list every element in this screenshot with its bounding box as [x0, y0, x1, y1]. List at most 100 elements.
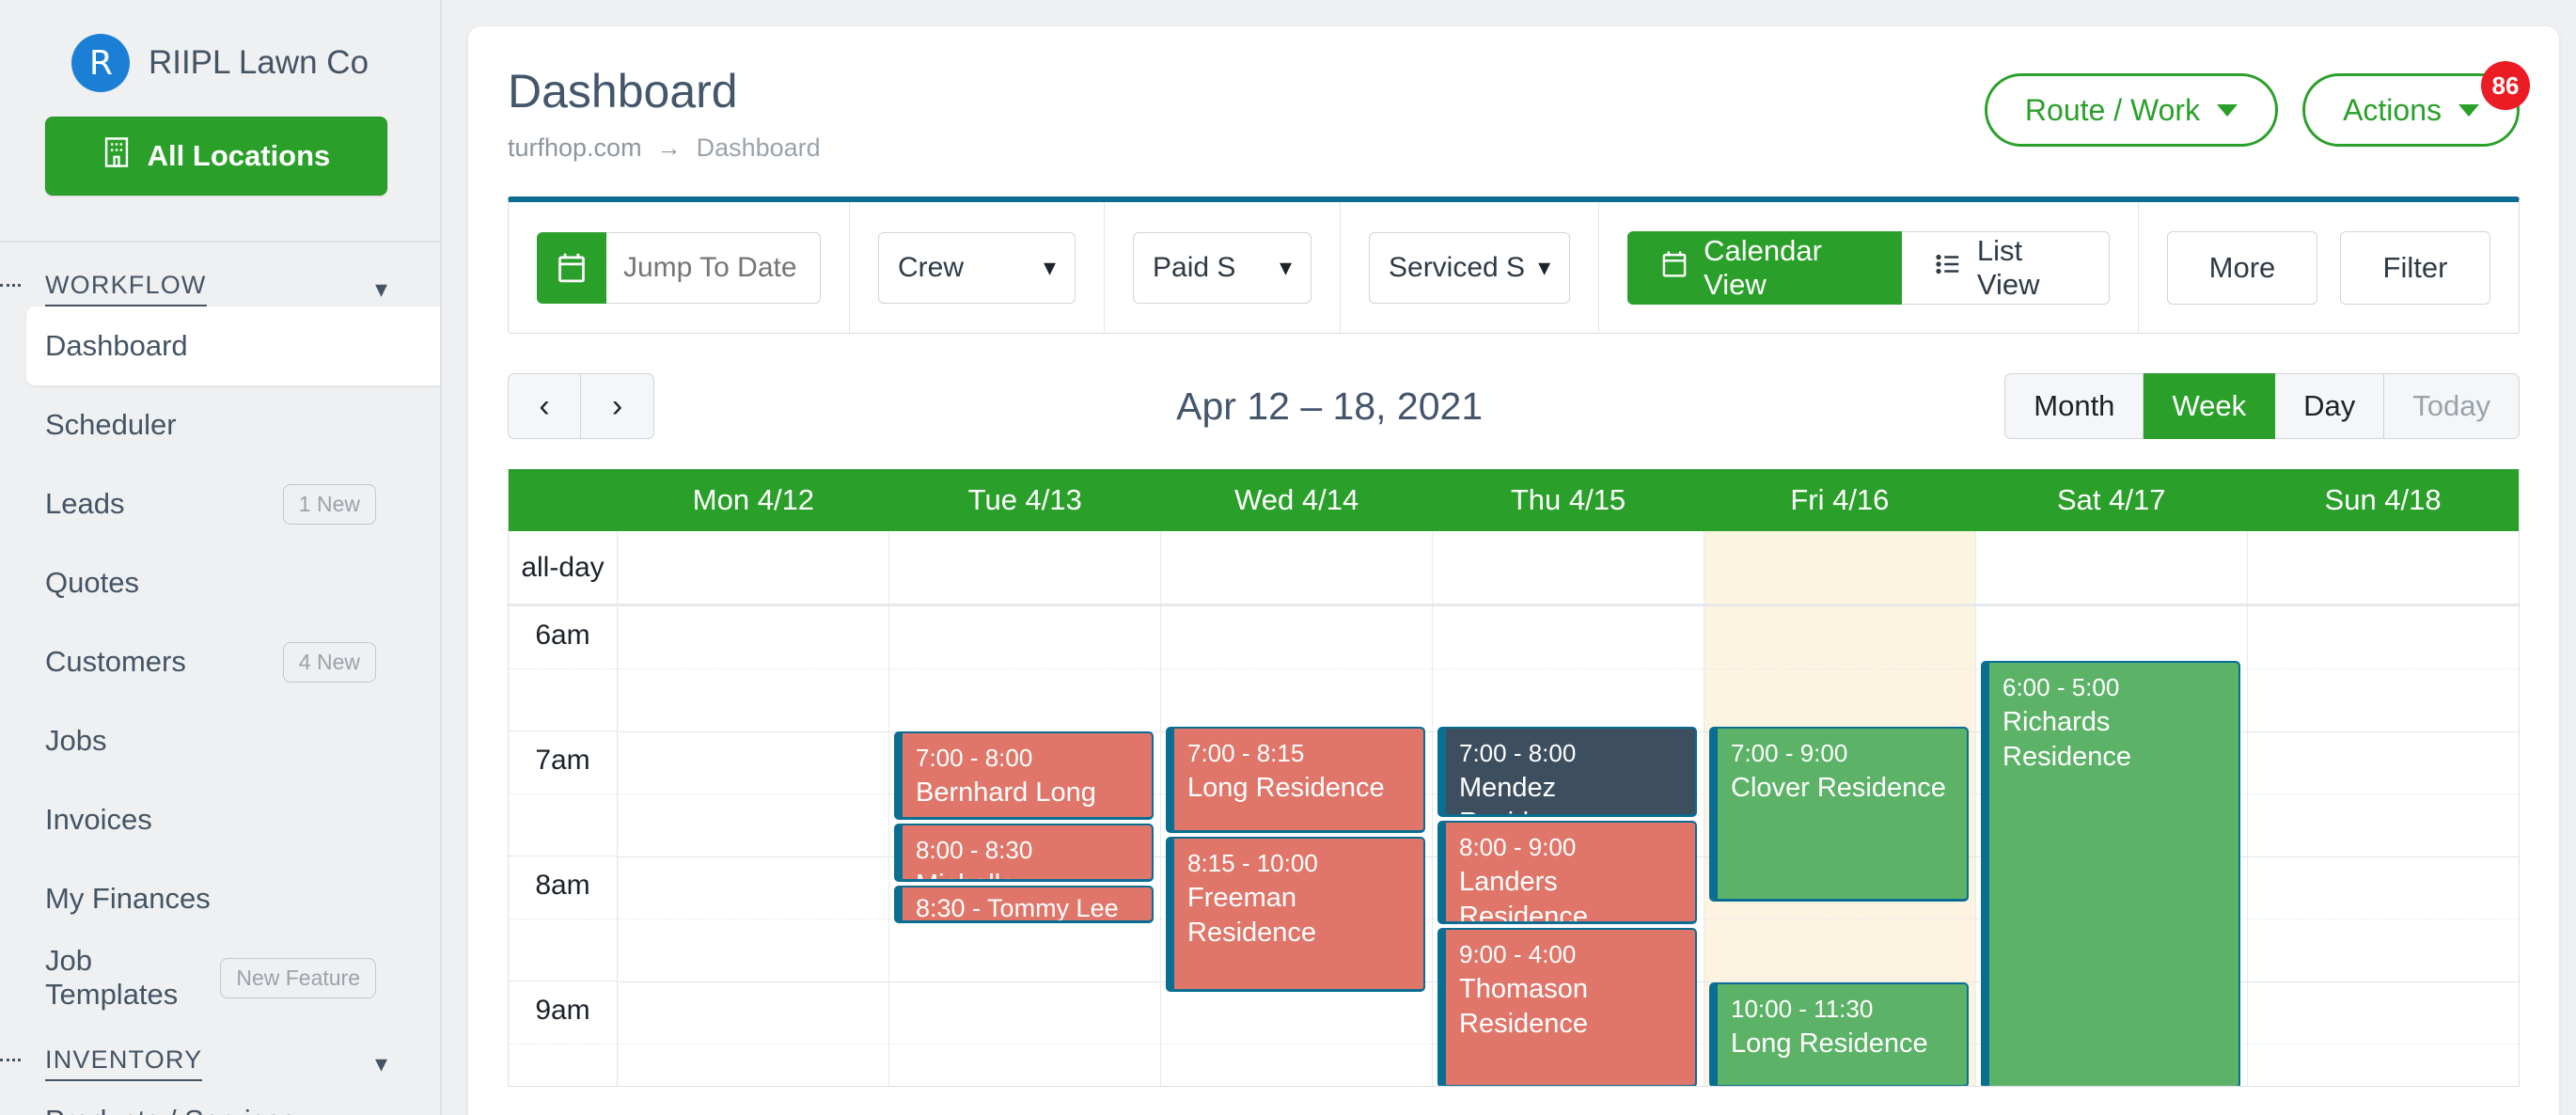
time-gutter: 6am 7am 8am 9am 10am: [509, 606, 618, 1086]
all-day-cell[interactable]: [1704, 531, 1976, 604]
paid-status-select[interactable]: Paid S ▾: [1133, 231, 1312, 304]
crew-select[interactable]: Crew ▾: [878, 231, 1076, 304]
section-title-inventory: INVENTORY: [45, 1045, 203, 1081]
all-day-cell[interactable]: [2248, 531, 2519, 604]
sidebar-badge-leads: 1 New: [282, 483, 376, 525]
prev-week-button[interactable]: ‹: [508, 373, 581, 439]
sidebar: R RIIPL Lawn Co All Locations WORKFLOW ▾…: [0, 0, 442, 1115]
calendar-event[interactable]: 7:00 - 8:15 Long Residence: [1166, 727, 1425, 833]
all-day-cell[interactable]: [1976, 531, 2248, 604]
breadcrumb-root[interactable]: turfhop.com: [508, 133, 642, 162]
paid-status-filter-group: Paid S ▾: [1105, 202, 1341, 333]
all-day-cell[interactable]: [1161, 531, 1433, 604]
half-hour-line: [889, 668, 1160, 669]
event-title: Landers Residence: [1459, 866, 1589, 924]
calendar-event[interactable]: 7:00 - 9:00 Clover Residence: [1709, 727, 1969, 902]
jump-to-date-group: [509, 202, 850, 333]
sidebar-item-label: Job Templates: [45, 944, 179, 1011]
sidebar-item-invoices[interactable]: Invoices: [26, 780, 395, 859]
sidebar-badge-job-templates: New Feature: [220, 957, 376, 998]
chevron-down-icon: ▾: [1538, 253, 1551, 281]
hour-slot: 6am: [509, 606, 617, 731]
next-week-button[interactable]: ›: [581, 373, 654, 439]
event-time: 6:00 - 5:00: [2003, 673, 2120, 701]
list-view-label: List View: [1976, 233, 2040, 301]
calendar-event[interactable]: 9:00 - 4:00 Thomason Residence: [1437, 928, 1697, 1086]
day-column[interactable]: 7:00 - 8:00 Mendez Residence 8:00 - 9:00 La…: [1433, 606, 1704, 1086]
calendar-event[interactable]: 8:00 - 8:30 Michelle: [894, 824, 1154, 882]
calendar-view-button[interactable]: Calendar View: [1627, 230, 1902, 305]
sidebar-item-label: My Finances: [45, 882, 211, 915]
sidebar-item-quotes[interactable]: Quotes: [26, 543, 395, 622]
brand[interactable]: R RIIPL Lawn Co: [0, 0, 440, 109]
event-time: 8:15 - 10:00: [1187, 849, 1318, 877]
route-work-button[interactable]: Route / Work: [1984, 73, 2279, 147]
sidebar-item-jobs[interactable]: Jobs: [26, 701, 395, 780]
list-view-button[interactable]: List View: [1901, 230, 2110, 305]
serviced-status-select[interactable]: Serviced S ▾: [1369, 231, 1571, 304]
sidebar-item-label: Jobs: [45, 724, 107, 757]
half-hour-line: [2248, 793, 2519, 794]
chevron-down-icon[interactable]: ▾: [374, 275, 387, 303]
calendar-event[interactable]: 8:15 - 10:00 Freeman Residence: [1166, 837, 1425, 992]
section-dash-icon: [0, 1059, 21, 1061]
section-header-inventory[interactable]: INVENTORY ▾: [0, 1017, 440, 1081]
calendar-event[interactable]: 6:00 - 5:00 Richards Residence: [1981, 661, 2240, 1086]
event-time: 7:00 - 8:00: [916, 744, 1033, 772]
filter-button[interactable]: Filter: [2340, 230, 2490, 305]
event-time: 10:00 - 11:30: [1731, 995, 1874, 1023]
sidebar-item-leads[interactable]: Leads 1 New: [26, 464, 395, 543]
header-actions: Route / Work Actions 86: [1984, 61, 2530, 147]
event-title: Long Residence: [1731, 1028, 1928, 1059]
main-content: Dashboard turfhop.com → Dashboard Route …: [442, 0, 2576, 1115]
half-hour-line: [618, 668, 888, 669]
actions-button[interactable]: Actions 86: [2302, 61, 2530, 147]
calendar-event[interactable]: 7:00 - 8:00 Bernhard Long: [894, 731, 1154, 820]
day-column[interactable]: [618, 606, 889, 1086]
sidebar-item-label: Leads: [45, 487, 125, 520]
hour-slot: 8am: [509, 856, 617, 982]
day-column[interactable]: 7:00 - 8:15 Long Residence 8:15 - 10:00 Fre…: [1161, 606, 1433, 1086]
day-column[interactable]: 7:00 - 8:00 Bernhard Long 8:00 - 8:30 Miche…: [889, 606, 1161, 1086]
calendar-event[interactable]: 10:00 - 11:30 Long Residence: [1709, 982, 1969, 1086]
filters-toolbar: Crew ▾ Paid S ▾ Serviced S ▾: [508, 196, 2520, 334]
view-week-button[interactable]: Week: [2144, 373, 2276, 439]
calendar-picker-icon[interactable]: [537, 231, 606, 304]
chevron-down-icon[interactable]: ▾: [374, 1049, 387, 1077]
sidebar-item-scheduler[interactable]: Scheduler: [26, 385, 395, 464]
week-calendar: Mon 4/12 Tue 4/13 Wed 4/14 Thu 4/15 Fri …: [508, 469, 2520, 1087]
calendar-event[interactable]: 7:00 - 8:00 Mendez Residence: [1437, 727, 1697, 817]
sidebar-item-my-finances[interactable]: My Finances: [26, 859, 395, 938]
half-hour-line: [1161, 668, 1432, 669]
chevron-down-icon: [2458, 103, 2479, 117]
all-day-cell[interactable]: [889, 531, 1161, 604]
sidebar-item-customers[interactable]: Customers 4 New: [26, 622, 395, 701]
sidebar-item-job-templates[interactable]: Job Templates New Feature: [26, 938, 395, 1017]
chevron-down-icon: ▾: [1043, 253, 1056, 281]
section-header-workflow[interactable]: WORKFLOW ▾: [0, 243, 440, 306]
view-today-button[interactable]: Today: [2384, 373, 2520, 439]
day-header-sat: Sat 4/17: [2056, 483, 2166, 516]
event-title: Clover Residence: [1731, 772, 1946, 803]
day-column[interactable]: 6:00 - 5:00 Richards Residence: [1976, 606, 2248, 1086]
all-locations-button[interactable]: All Locations: [45, 117, 387, 196]
jump-to-date-input[interactable]: [606, 231, 821, 304]
sidebar-item-products-services[interactable]: Products / Services: [26, 1081, 395, 1115]
half-hour-line: [2248, 668, 2519, 669]
event-title: Long Residence: [1187, 772, 1385, 803]
sidebar-item-dashboard[interactable]: Dashboard: [26, 306, 440, 385]
event-title: Mendez Residence: [1459, 772, 1588, 815]
day-header-sun: Sun 4/18: [2324, 483, 2442, 516]
calendar-event[interactable]: 8:00 - 9:00 Landers Residence: [1437, 821, 1697, 924]
day-column[interactable]: 7:00 - 9:00 Clover Residence 10:00 - 11:30…: [1704, 606, 1976, 1086]
brand-name: RIIPL Lawn Co: [148, 44, 369, 81]
serviced-status-filter-group: Serviced S ▾: [1341, 202, 1600, 333]
jump-to-date-control[interactable]: [537, 231, 821, 304]
calendar-event[interactable]: 8:30 - Tommy Lee: [894, 886, 1154, 923]
more-button[interactable]: More: [2167, 230, 2317, 305]
all-day-cell[interactable]: [1433, 531, 1704, 604]
view-month-button[interactable]: Month: [2004, 373, 2144, 439]
all-day-cell[interactable]: [618, 531, 889, 604]
day-column[interactable]: [2248, 606, 2519, 1086]
view-day-button[interactable]: Day: [2275, 373, 2385, 439]
